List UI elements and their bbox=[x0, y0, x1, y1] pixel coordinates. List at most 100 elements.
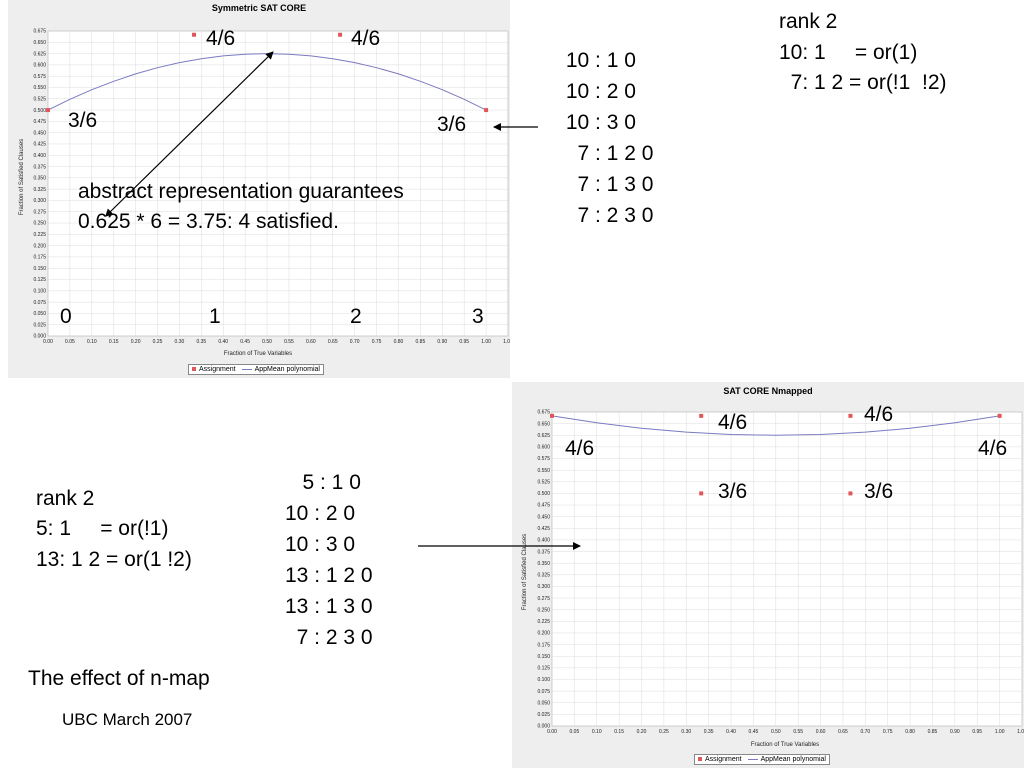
y-tick-label: 0.400 bbox=[537, 538, 550, 544]
assignment-point bbox=[192, 32, 197, 37]
chart-2-ylabel: Fraction of Satisfied Clauses bbox=[522, 534, 528, 610]
x-tick-label: 0.55 bbox=[284, 339, 294, 345]
chart-2-annotation-d: 4/6 bbox=[978, 437, 1008, 460]
y-tick-label: 0.000 bbox=[33, 334, 46, 340]
chart-1-annotation-p1: 4/6 bbox=[206, 27, 236, 50]
assignment-point bbox=[848, 491, 853, 496]
y-tick-label: 0.375 bbox=[33, 164, 46, 170]
legend-polynomial-label: AppMean polynomial bbox=[760, 756, 826, 763]
y-tick-label: 0.500 bbox=[33, 108, 46, 114]
y-tick-label: 0.400 bbox=[33, 153, 46, 159]
x-tick-label: 0.05 bbox=[65, 339, 75, 345]
x-tick-label: 0.40 bbox=[218, 339, 228, 345]
y-tick-label: 0.075 bbox=[537, 689, 550, 695]
x-tick-label: 0.85 bbox=[416, 339, 426, 345]
x-tick-label: 0.95 bbox=[459, 339, 469, 345]
x-tick-label: 0.20 bbox=[131, 339, 141, 345]
x-tick-label: 0.25 bbox=[659, 729, 669, 735]
chart-1-title: Symmetric SAT CORE bbox=[212, 3, 306, 13]
y-tick-label: 0.450 bbox=[537, 514, 550, 520]
y-tick-label: 0.625 bbox=[33, 51, 46, 57]
x-tick-label: 0.40 bbox=[726, 729, 736, 735]
y-tick-label: 0.350 bbox=[537, 561, 550, 567]
x-tick-label: 0.00 bbox=[43, 339, 53, 345]
rank-top-line-1: 10: 1 = or(1) bbox=[779, 41, 918, 64]
y-tick-label: 0.225 bbox=[537, 619, 550, 625]
x-tick-label: 0.10 bbox=[87, 339, 97, 345]
y-tick-label: 0.225 bbox=[33, 232, 46, 238]
y-tick-label: 0.100 bbox=[33, 289, 46, 295]
legend-assignment-marker bbox=[698, 757, 702, 762]
y-tick-label: 0.275 bbox=[33, 209, 46, 215]
x-tick-label: 0.75 bbox=[372, 339, 382, 345]
x-tick-label: 0.35 bbox=[704, 729, 714, 735]
y-tick-label: 0.250 bbox=[537, 607, 550, 613]
legend-polynomial-marker bbox=[241, 368, 252, 370]
assignment-point bbox=[550, 413, 554, 418]
y-tick-label: 0.250 bbox=[33, 221, 46, 227]
y-tick-label: 0.550 bbox=[33, 85, 46, 91]
chart-1-count-0: 0 bbox=[60, 305, 72, 328]
chart-1-abstract-line-1: abstract representation guarantees bbox=[78, 180, 404, 203]
x-tick-label: 0.00 bbox=[547, 729, 557, 735]
x-tick-label: 0.45 bbox=[749, 729, 759, 735]
chart-1-count-2: 2 bbox=[350, 305, 362, 328]
y-tick-label: 0.125 bbox=[537, 666, 550, 672]
assignment-point bbox=[997, 413, 1002, 418]
assignment-point bbox=[699, 491, 704, 496]
y-tick-label: 0.325 bbox=[537, 573, 550, 579]
x-tick-label: 0.50 bbox=[262, 339, 272, 345]
chart-2-polynomial-curve bbox=[551, 415, 1000, 436]
chart-2-title: SAT CORE Nmapped bbox=[723, 386, 812, 396]
chart-1-count-3: 3 bbox=[472, 305, 484, 328]
chart-2-annotation-e: 3/6 bbox=[718, 480, 748, 503]
chart-1-count-1: 1 bbox=[209, 305, 221, 328]
chart-1-legend: Assignment AppMean polynomial bbox=[188, 364, 324, 375]
x-tick-label: 0.65 bbox=[328, 339, 338, 345]
y-tick-label: 0.650 bbox=[537, 421, 550, 427]
legend-assignment-label: Assignment bbox=[199, 366, 236, 373]
y-tick-label: 0.475 bbox=[33, 119, 46, 125]
x-tick-label: 0.60 bbox=[816, 729, 826, 735]
x-tick-label: 0.15 bbox=[109, 339, 119, 345]
x-tick-label: 0.70 bbox=[860, 729, 870, 735]
footer-date: UBC March 2007 bbox=[62, 710, 193, 729]
y-tick-label: 0.300 bbox=[33, 198, 46, 204]
assignment-point bbox=[699, 413, 704, 418]
x-tick-label: 1.00 bbox=[481, 339, 491, 345]
y-tick-label: 0.200 bbox=[33, 243, 46, 249]
legend-polynomial-marker bbox=[747, 758, 758, 760]
y-tick-label: 0.175 bbox=[537, 642, 550, 648]
x-tick-label: 0.80 bbox=[394, 339, 404, 345]
chart-1-annotation-p2: 4/6 bbox=[351, 27, 381, 50]
chart-1-annotation-p3: 3/6 bbox=[437, 113, 467, 136]
rank-top-line-2: 7: 1 2 = or(!1 !2) bbox=[779, 71, 947, 94]
y-tick-label: 0.600 bbox=[537, 445, 550, 451]
x-tick-label: 0.20 bbox=[637, 729, 647, 735]
chart-2-xlabel: Fraction of True Variables bbox=[751, 742, 819, 748]
chart-1-abstract-line-2: 0.625 * 6 = 3.75: 4 satisfied. bbox=[78, 210, 339, 233]
x-tick-label: 0.10 bbox=[592, 729, 602, 735]
y-tick-label: 0.550 bbox=[537, 468, 550, 474]
y-tick-label: 0.025 bbox=[537, 712, 550, 718]
x-tick-label: 0.55 bbox=[793, 729, 803, 735]
y-tick-label: 0.675 bbox=[537, 410, 550, 416]
y-tick-label: 0.050 bbox=[537, 700, 550, 706]
rank-bottom-line-1: 5: 1 = or(!1) bbox=[36, 517, 169, 540]
y-tick-label: 0.050 bbox=[33, 311, 46, 317]
x-tick-label: 0.25 bbox=[153, 339, 163, 345]
y-tick-label: 0.200 bbox=[537, 631, 550, 637]
plot-area bbox=[551, 411, 1023, 727]
y-tick-label: 0.625 bbox=[537, 433, 550, 439]
y-tick-label: 0.125 bbox=[33, 277, 46, 283]
x-tick-label: 0.65 bbox=[838, 729, 848, 735]
rank-bottom-title: rank 2 bbox=[36, 487, 95, 510]
y-tick-label: 0.450 bbox=[33, 130, 46, 136]
y-tick-label: 0.525 bbox=[537, 479, 550, 485]
y-tick-label: 0.675 bbox=[33, 29, 46, 35]
y-tick-label: 0.325 bbox=[33, 187, 46, 193]
y-tick-label: 0.175 bbox=[33, 255, 46, 261]
chart-1-xlabel: Fraction of True Variables bbox=[224, 351, 292, 357]
x-tick-label: 0.60 bbox=[306, 339, 316, 345]
x-tick-label: 0.30 bbox=[681, 729, 691, 735]
